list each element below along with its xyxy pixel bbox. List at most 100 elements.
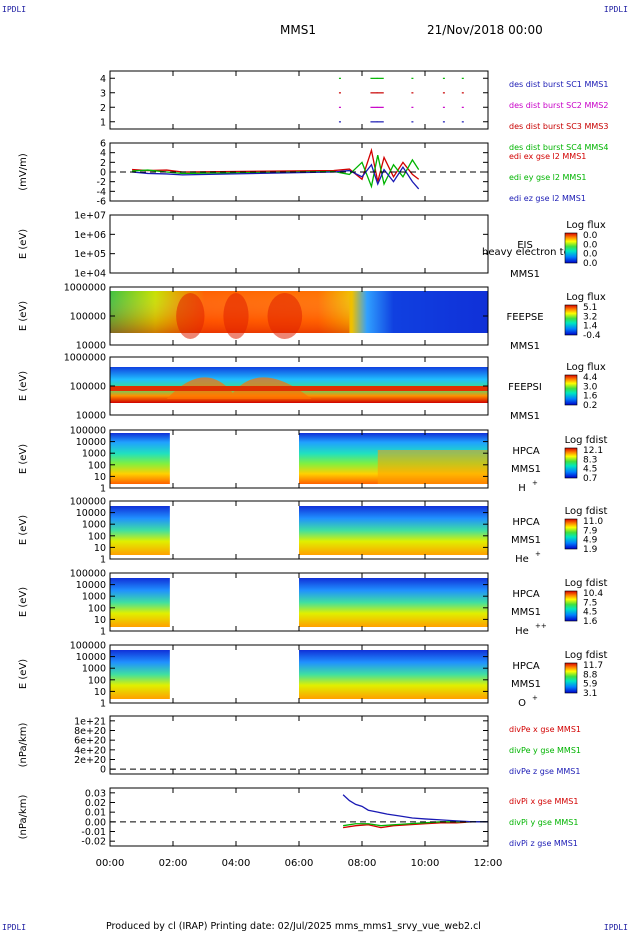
ylabel-hpca_he1: E (eV) <box>18 515 29 545</box>
panel-eis: 1e+07 1e+06 1e+05 1e+04 E (eV) EIS MMS1 heavy e… <box>18 211 606 281</box>
ytick-label-hpca_he2-2: 1000 <box>82 592 106 603</box>
colorbar-title-hpca_he1: Log fdist <box>565 506 608 517</box>
xtick-label-5: 10:00 <box>411 858 440 869</box>
panel-burst: des dist burst SC1 MMS1 des dist burst SC… <box>100 70 608 152</box>
hpca_he1-block-1 <box>110 506 170 555</box>
colorbar-tick-eis-0: 0.0 <box>583 231 598 241</box>
colorbar-tick-feepsi-1: 3.0 <box>583 382 598 392</box>
colorbar-tick-eis-2: 0.0 <box>583 250 598 260</box>
ylabel-feepse: E (eV) <box>18 301 29 331</box>
burst-mark <box>461 77 464 79</box>
hpca_o-block-1 <box>110 650 170 699</box>
legend-edi-1: edi ey gse l2 MMS1 <box>509 173 587 182</box>
ytick-label-hpca_he2-5: 1 <box>100 627 106 638</box>
legend-edi-2: edi ez gse l2 MMS1 <box>509 194 586 203</box>
ytick-label-feepsi-2: 10000 <box>76 411 106 422</box>
panel-feepsi: 1000000 100000 10000 E (eV) FEEPSI MMS1 Log fl… <box>18 353 606 423</box>
colorbar-tick-feepse-2: 1.4 <box>583 322 598 332</box>
colorbar-tick-feepse-0: 5.1 <box>583 303 597 313</box>
instrument-label-hpca_h: HPCA <box>512 446 540 457</box>
panel-edi-data <box>131 147 420 190</box>
panel-hpca_he1-data <box>110 506 488 555</box>
xtick-label-4: 08:00 <box>348 858 377 869</box>
burst-mark <box>376 106 384 108</box>
burst-mark <box>442 106 445 108</box>
ytick-label-edi-2: 2 <box>100 158 106 169</box>
ytick-label-divpi-1: 0.02 <box>85 798 106 809</box>
panel-burst-data <box>338 77 464 123</box>
burst-mark <box>411 121 414 123</box>
ytick-label-eis-1: 1e+06 <box>74 230 106 241</box>
series-divpi-0 <box>343 821 488 829</box>
species-hpca_h: H <box>518 483 526 494</box>
ytick-label-edi-0: 6 <box>100 139 106 150</box>
ytick-label-edi-4: -2 <box>97 177 106 188</box>
ytick-label-feepsi-1: 100000 <box>70 382 106 393</box>
ytick-label-divpi-2: 0.01 <box>85 808 106 819</box>
legend-divpi-2: divPi z gse MMS1 <box>509 839 578 848</box>
ytick-label-edi-6: -6 <box>97 197 106 208</box>
instrument-label-hpca_he2: HPCA <box>512 589 540 600</box>
burst-mark <box>376 121 384 123</box>
ytick-label-hpca_h-5: 1 <box>100 484 106 495</box>
spacecraft-label-hpca_he1: MMS1 <box>511 535 541 546</box>
ytick-label-hpca_o-4: 10 <box>94 687 106 698</box>
colorbar-tick-feepsi-0: 4.4 <box>583 373 598 383</box>
burst-mark <box>370 106 378 108</box>
panel-hpca_o-data <box>110 650 488 699</box>
burst-mark <box>338 92 341 94</box>
ytick-label-divpe-5: 0 <box>100 765 106 776</box>
spacecraft-label-feepsi: MMS1 <box>510 411 540 422</box>
ytick-label-burst-2: 2 <box>100 103 106 114</box>
colorbar-title-eis: Log flux <box>566 220 606 231</box>
ytick-label-edi-3: 0 <box>100 168 106 179</box>
species-sup-hpca_h: + <box>532 479 538 487</box>
colorbar-tick-hpca_o-1: 8.8 <box>583 670 598 680</box>
ytick-label-hpca_h-0: 100000 <box>70 426 106 437</box>
spacecraft-title: MMS1 <box>280 23 316 37</box>
ytick-label-hpca_h-1: 10000 <box>76 437 106 448</box>
ytick-label-hpca_o-0: 100000 <box>70 641 106 652</box>
legend-burst-1: des dist burst SC2 MMS2 <box>509 101 608 110</box>
legend-divpi-0: divPi x gse MMS1 <box>509 797 578 806</box>
species-sup-hpca_he2: ++ <box>535 622 547 630</box>
instrument-label-feepsi: FEEPSI <box>508 382 542 393</box>
burst-mark <box>376 92 384 94</box>
species-sup-hpca_o: + <box>532 694 538 702</box>
feepse-peak-0 <box>176 293 205 339</box>
ytick-label-hpca_he2-1: 10000 <box>76 580 106 591</box>
colorbar-title-feepse: Log flux <box>566 292 606 303</box>
ylabel-hpca_h: E (eV) <box>18 444 29 474</box>
ytick-label-hpca_he1-1: 10000 <box>76 508 106 519</box>
burst-mark <box>411 92 414 94</box>
spacecraft-label-hpca_he2: MMS1 <box>511 607 541 618</box>
hpca_he1-block-2 <box>299 506 488 555</box>
colorbar-hpca_he1 <box>564 518 578 550</box>
ytick-label-eis-3: 1e+04 <box>74 269 106 280</box>
colorbar-tick-hpca_h-1: 8.3 <box>583 455 597 465</box>
ytick-label-divpi-3: 0.00 <box>85 817 106 828</box>
corner-label-bl: IPDLI <box>2 923 27 932</box>
colorbar-tick-feepsi-2: 1.6 <box>583 392 598 402</box>
ytick-label-feepse-0: 1000000 <box>64 283 106 294</box>
series-edi-0 <box>132 147 420 182</box>
colorbar-tick-feepse-1: 3.2 <box>583 312 597 322</box>
ytick-label-divpe-2: 6e+20 <box>74 736 106 747</box>
species-hpca_he2: He <box>515 626 529 637</box>
ytick-label-hpca_he1-2: 1000 <box>82 520 106 531</box>
burst-mark <box>442 92 445 94</box>
legend-edi-0: edi ex gse l2 MMS1 <box>509 152 586 161</box>
hpca-h-warm-region <box>377 450 488 484</box>
colorbar-title-hpca_o: Log fdist <box>565 650 608 661</box>
overlay-text-eis: heavy electron to <box>482 247 570 258</box>
colorbar-tick-hpca_he1-1: 7.9 <box>583 526 598 536</box>
burst-mark <box>442 77 445 79</box>
ytick-label-feepsi-0: 1000000 <box>64 353 106 364</box>
ytick-label-hpca_h-2: 1000 <box>82 449 106 460</box>
species-hpca_he1: He <box>515 554 529 565</box>
ytick-label-hpca_he1-4: 10 <box>94 543 106 554</box>
instrument-label-eis: EIS <box>517 240 533 251</box>
corner-label-tl: IPDLI <box>2 5 27 14</box>
ytick-label-hpca_o-3: 100 <box>88 675 106 686</box>
